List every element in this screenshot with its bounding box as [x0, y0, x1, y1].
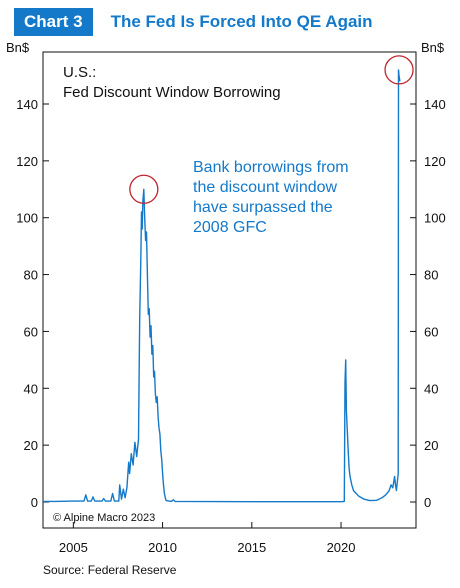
highlight-layer	[129, 55, 414, 204]
right-y-tick-label: 20	[424, 438, 438, 453]
series-title-line-2: Fed Discount Window Borrowing	[63, 84, 281, 101]
series-line-layer	[43, 69, 401, 503]
highlight-circle	[129, 174, 159, 204]
left-y-tick-label: 140	[16, 97, 38, 112]
chart-title: The Fed Is Forced Into QE Again	[110, 12, 373, 31]
chart-header: Chart 3 The Fed Is Forced Into QE Again	[14, 8, 373, 36]
annotation-line-4: 2008 GFC	[193, 219, 267, 236]
right-y-tick-label: 60	[424, 324, 438, 339]
highlight-circle	[384, 55, 414, 85]
chart-number-badge: Chart 3	[14, 8, 93, 36]
right-y-tick-label: 100	[424, 211, 446, 226]
x-tick-label: 2005	[59, 540, 88, 555]
annotation-line-1: Bank borrowings from	[193, 159, 349, 176]
copyright-note: © Alpine Macro 2023	[53, 512, 155, 524]
source-note: Source: Federal Reserve	[43, 563, 177, 577]
left-y-tick-label: 0	[31, 495, 38, 510]
right-y-tick-label: 120	[424, 154, 446, 169]
series-line	[43, 69, 401, 503]
x-tick-label: 2015	[237, 540, 266, 555]
left-y-tick-label: 100	[16, 211, 38, 226]
left-y-tick-label: 80	[24, 268, 38, 283]
annotation-line-3: have surpassed the	[193, 199, 333, 216]
x-tick-label: 2010	[148, 540, 177, 555]
left-unit-label: Bn$	[6, 40, 30, 55]
plot-frame	[42, 51, 417, 529]
right-y-tick-label: 80	[424, 268, 438, 283]
right-y-tick-label: 0	[424, 495, 431, 510]
annotation-line-2: the discount window	[193, 179, 338, 196]
right-y-tick-label: 40	[424, 381, 438, 396]
x-tick-label: 2020	[327, 540, 356, 555]
left-y-tick-label: 60	[24, 324, 38, 339]
series-title-line-1: U.S.:	[63, 64, 96, 81]
right-unit-label: Bn$	[421, 40, 445, 55]
left-y-tick-label: 20	[24, 438, 38, 453]
right-y-tick-label: 140	[424, 97, 446, 112]
left-y-tick-label: 40	[24, 381, 38, 396]
left-y-tick-label: 120	[16, 154, 38, 169]
